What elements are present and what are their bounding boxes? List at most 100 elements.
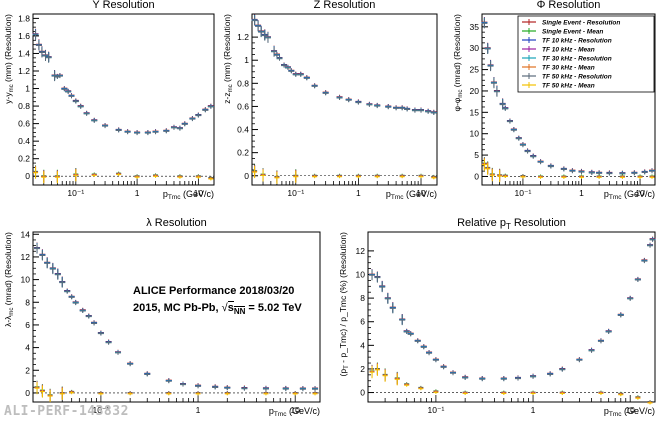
data-point-resolution <box>588 170 595 175</box>
y-tick-label: 2 <box>25 365 30 375</box>
y-label-sub: mc <box>228 84 234 92</box>
y-tick-label: 0 <box>474 171 479 181</box>
legend-label: TF 50 kHz - Resolution <box>542 74 612 81</box>
data-point-resolution <box>258 27 265 38</box>
data-point-resolution <box>345 98 352 103</box>
y-tick-label: 1 <box>25 84 30 94</box>
data-point-mean <box>418 387 424 391</box>
data-point-mean <box>195 392 201 396</box>
data-point-mean <box>399 175 405 179</box>
data-point-resolution <box>163 129 170 134</box>
data-point-resolution <box>588 348 595 353</box>
data-point-mean <box>578 175 584 179</box>
data-point-resolution <box>432 358 439 363</box>
data-point-mean <box>561 175 567 179</box>
data-point-resolution <box>649 169 656 174</box>
data-point-resolution <box>569 169 576 174</box>
data-point-mean <box>116 173 122 177</box>
data-point-resolution <box>634 278 641 283</box>
y-tick-label: 1.8 <box>18 13 30 23</box>
panel-title-main: Relative p <box>457 217 506 229</box>
data-point-resolution <box>176 126 183 131</box>
data-point-resolution <box>374 104 381 109</box>
y-label-main: λ-λ <box>3 315 13 327</box>
y-axis-label: z-zmc (mm) (Resolution) <box>222 14 234 104</box>
data-point-resolution <box>91 118 98 123</box>
data-point-mean <box>433 390 439 394</box>
y-axis-label: λ-λmc (mrad) (Resolution) <box>3 232 15 327</box>
data-point-resolution <box>479 377 486 382</box>
y-tick-label: 10 <box>470 129 480 139</box>
annotation: ALICE Performance 2018/03/20 2015, MC Pb… <box>133 283 302 320</box>
data-point-mean <box>252 166 258 179</box>
data-point-mean <box>54 171 60 184</box>
data-point-resolution <box>430 111 437 116</box>
data-point-mean <box>598 392 604 396</box>
data-point-mean <box>208 177 214 181</box>
y-tick-label: 12 <box>21 252 31 262</box>
y-label-tail: (mm) (Resolution) <box>3 14 13 85</box>
y-tick-label: 1 <box>244 55 249 65</box>
x-label-sub: Tmc <box>168 194 181 201</box>
data-point-resolution <box>180 382 187 387</box>
y-tick-label: 15 <box>470 107 480 117</box>
data-point-resolution <box>597 339 604 344</box>
panel-title-tail: Resolution <box>511 217 566 229</box>
data-point-mean <box>485 162 491 175</box>
x-label-tail: (GeV/c) <box>621 189 655 199</box>
data-point-resolution <box>65 89 72 94</box>
data-point-resolution <box>251 15 258 26</box>
data-point-mean <box>263 392 269 396</box>
y-tick-label: 4 <box>360 340 365 350</box>
x-label-sub: Tmc <box>609 194 622 201</box>
data-point-mean <box>195 175 201 179</box>
data-point-mean <box>481 158 487 171</box>
y-tick-label: 25 <box>470 65 480 75</box>
data-point-resolution <box>515 136 522 141</box>
x-tick-label: 10 <box>625 405 635 415</box>
y-label-tail: - p_Tmc) / p_Tmc (%) (Resolution) <box>338 232 348 365</box>
data-point-resolution <box>515 376 522 381</box>
y-tick-label: 1.2 <box>237 32 249 42</box>
y-tick-label: 0 <box>25 171 30 181</box>
sqrt-sign: √ <box>221 302 228 314</box>
data-point-mean <box>618 393 624 397</box>
x-tick-label: 10⁻¹ <box>428 405 445 415</box>
legend-label: TF 30 kHz - Resolution <box>542 56 612 63</box>
data-point-resolution <box>490 78 497 89</box>
y-tick-label: 0.6 <box>237 101 249 111</box>
x-tick-label: 10 <box>290 405 300 415</box>
data-point-mean <box>489 169 495 182</box>
data-point-resolution <box>374 272 381 283</box>
data-point-mean <box>41 171 47 184</box>
x-tick-label: 1 <box>196 405 201 415</box>
data-point-resolution <box>241 386 248 391</box>
data-point-mean <box>520 175 526 179</box>
annotation-collision: 2015, MC Pb-Pb, <box>133 302 222 314</box>
data-point-resolution <box>420 345 427 350</box>
data-point-resolution <box>152 130 159 135</box>
x-label-main: p <box>163 189 168 199</box>
panel-0: Y Resolution 0 0.2 0.4 0.6 0.8 1 1.2 1.4 1.6 1.8 10… <box>3 0 215 201</box>
x-label-sub: Tmc <box>391 194 404 201</box>
data-point-mean <box>497 170 503 183</box>
panel-title: Y Resolution <box>92 0 154 11</box>
data-point-mean <box>177 175 183 179</box>
data-point-resolution <box>389 303 396 314</box>
y-label-main: z-z <box>222 92 232 103</box>
data-point-resolution <box>51 71 58 82</box>
data-point-resolution <box>576 358 583 363</box>
data-point-resolution <box>605 329 612 334</box>
data-point-mean <box>596 175 602 179</box>
data-point-mean <box>260 169 266 182</box>
y-tick-label: 0.2 <box>237 148 249 158</box>
legend-label: TF 30 kHz - Mean <box>542 65 595 72</box>
x-label-sub: Tmc <box>274 411 287 418</box>
panel-title: λ Resolution <box>146 217 207 229</box>
y-tick-label: 0.2 <box>18 154 30 164</box>
y-tick-label: 10 <box>21 275 31 285</box>
data-point-resolution <box>195 113 202 118</box>
panel-title: Z Resolution <box>314 0 376 11</box>
data-point-resolution <box>170 125 177 130</box>
data-point-resolution <box>487 61 494 72</box>
